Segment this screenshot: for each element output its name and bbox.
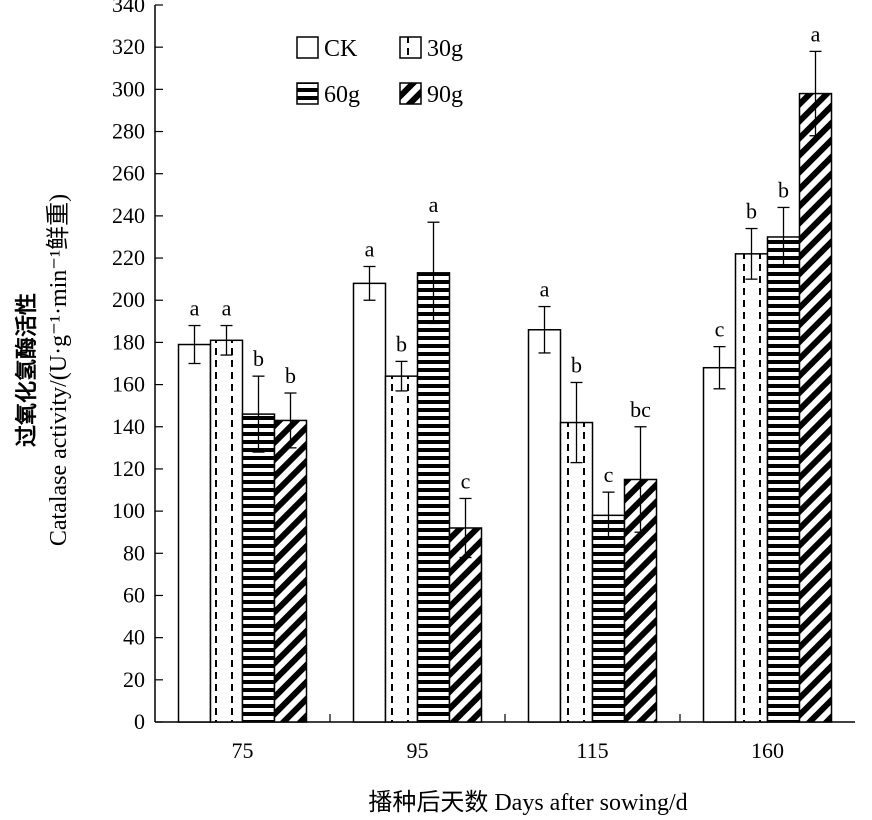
legend-swatch <box>399 36 422 59</box>
legend-label: 60g <box>324 82 360 108</box>
bar <box>273 419 308 723</box>
y-tick-label: 240 <box>112 203 145 228</box>
x-tick-label: 95 <box>407 738 429 763</box>
y-tick-label: 140 <box>112 414 145 439</box>
y-ticks: 0 20 40 60 80 100 120 140 160 180 200 220 240 260 280 3… <box>112 0 163 734</box>
significance-letter: b <box>253 346 264 371</box>
legend-label: CK <box>324 36 358 62</box>
significance-letter: b <box>571 352 582 377</box>
y-tick-label: 60 <box>123 582 145 607</box>
significance-letter: a <box>365 236 375 261</box>
bar <box>448 527 483 723</box>
significance-letter: a <box>811 21 821 46</box>
x-ticks: 75 95 115 160 <box>232 714 784 763</box>
y-tick-label: 180 <box>112 329 145 354</box>
significance-letter: a <box>540 277 550 302</box>
legend: CK 30g 60g 90g <box>296 36 463 108</box>
y-tick-label: 220 <box>112 245 145 270</box>
x-tick-label: 75 <box>232 738 254 763</box>
bar <box>352 282 387 723</box>
y-tick-label: 280 <box>112 119 145 144</box>
x-tick-label: 160 <box>751 738 784 763</box>
significance-letter: b <box>285 363 296 388</box>
y-tick-label: 20 <box>123 667 145 692</box>
bar <box>177 343 212 723</box>
significance-letter: c <box>604 462 614 487</box>
significance-letter: c <box>715 317 725 342</box>
y-tick-label: 160 <box>112 372 145 397</box>
y-tick-label: 40 <box>123 625 145 650</box>
legend-swatch <box>399 82 422 105</box>
legend-swatch <box>296 36 319 59</box>
y-tick-label: 120 <box>112 456 145 481</box>
legend-label: 30g <box>427 36 463 62</box>
bar <box>384 375 419 723</box>
significance-letter: a <box>429 192 439 217</box>
y-tick-label: 260 <box>112 161 145 186</box>
x-tick-label: 115 <box>576 738 608 763</box>
significance-letter: c <box>461 468 471 493</box>
y-tick-label: 320 <box>112 34 145 59</box>
bar <box>241 413 276 723</box>
significance-letter: a <box>222 296 232 321</box>
y-axis-title-cn: 过氧化氢酶活性 <box>14 293 40 447</box>
bar <box>209 339 244 723</box>
bar <box>702 366 737 723</box>
bar <box>527 329 562 723</box>
significance-letter: b <box>746 199 757 224</box>
y-tick-label: 100 <box>112 498 145 523</box>
bar <box>591 514 626 723</box>
y-axis-title-en: Catalase activity/(U·g⁻¹·min⁻¹鲜重) <box>45 194 72 546</box>
bar <box>766 236 801 723</box>
bar <box>416 272 451 723</box>
x-axis-title: 播种后天数 Days after sowing/d <box>368 789 687 816</box>
legend-swatch <box>296 82 319 105</box>
significance-letter: b <box>778 177 789 202</box>
significance-letter: b <box>396 331 407 356</box>
significance-letter: bc <box>630 397 651 422</box>
y-axis-title-group: 过氧化氢酶活性 <box>14 293 40 447</box>
bar <box>559 421 594 723</box>
y-tick-label: 200 <box>112 287 145 312</box>
y-tick-label: 340 <box>112 0 145 17</box>
significance-letter: a <box>190 296 200 321</box>
y-tick-label: 300 <box>112 76 145 101</box>
y-tick-label: 0 <box>134 709 145 734</box>
legend-label: 90g <box>427 82 463 108</box>
bar <box>734 253 769 723</box>
y-axis-title-group-en: Catalase activity/(U·g⁻¹·min⁻¹鲜重) <box>45 194 72 546</box>
bar <box>798 92 833 723</box>
y-tick-label: 80 <box>123 540 145 565</box>
